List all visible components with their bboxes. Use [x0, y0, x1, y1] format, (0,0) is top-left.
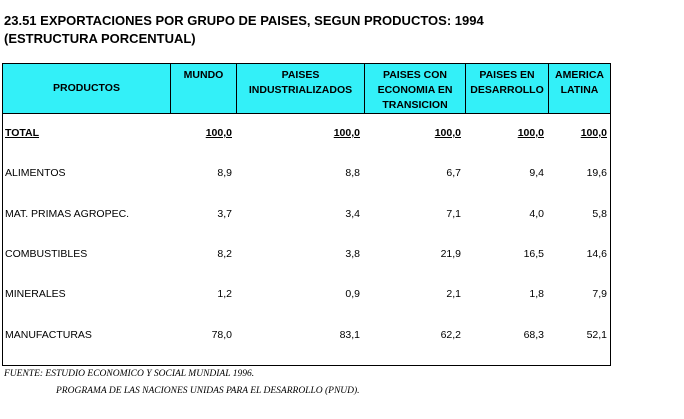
cell-value: 1,8 [529, 288, 544, 301]
cell-value: 8,2 [217, 247, 232, 260]
cell-value: 19,6 [586, 167, 607, 180]
cell-value: 100,0 [205, 127, 232, 139]
footnote: PROGRAMA DE LAS NACIONES UNIDAS PARA EL … [56, 386, 360, 396]
cell-value: 100,0 [517, 127, 544, 139]
cell-value: 9,4 [529, 167, 544, 180]
column-header: PAISES EN DESARROLLO [466, 64, 549, 114]
cell-value: 21,9 [440, 247, 461, 260]
row-label: TOTAL [5, 127, 40, 139]
footnote: FUENTE: ESTUDIO ECONOMICO Y SOCIAL MUNDI… [4, 369, 255, 379]
cell-value: 100,0 [333, 127, 360, 139]
cell-value: 83,1 [339, 328, 360, 341]
cell-value: 8,8 [345, 167, 360, 180]
cell-value: 3,7 [217, 207, 232, 220]
row-label: COMBUSTIBLES [5, 247, 88, 260]
column-header: PAISES CON ECONOMIA EN TRANSICION [365, 64, 466, 114]
cell-value: 78,0 [211, 328, 232, 341]
cell-value: 7,9 [592, 288, 607, 301]
table: PRODUCTOS MUNDO PAISES INDUSTRIALIZADOS PAI… [2, 63, 611, 366]
cell-value: 52,1 [586, 328, 607, 341]
cell-value: 0,9 [345, 288, 360, 301]
column-header: PRODUCTOS [3, 64, 171, 114]
row-label: MINERALES [5, 288, 66, 301]
cell-value: 7,1 [446, 207, 461, 220]
row-label: MAT. PRIMAS AGROPEC. [5, 207, 130, 220]
cell-value: 5,8 [592, 207, 607, 220]
cell-value: 14,6 [586, 247, 607, 260]
cell-value: 1,2 [217, 288, 232, 301]
column-header: AMERICA LATINA [549, 64, 610, 114]
cell-value: 16,5 [523, 247, 544, 260]
column-header: MUNDO [171, 64, 237, 114]
cell-value: 8,9 [217, 167, 232, 180]
cell-value: 3,8 [345, 247, 360, 260]
cell-value: 6,7 [446, 167, 461, 180]
cell-value: 100,0 [434, 127, 461, 139]
cell-value: 4,0 [529, 207, 544, 220]
cell-value: 68,3 [523, 328, 544, 341]
column-header: PAISES INDUSTRIALIZADOS [237, 64, 365, 114]
cell-value: 100,0 [580, 127, 607, 139]
row-label: ALIMENTOS [5, 167, 66, 180]
cell-value: 62,2 [440, 328, 461, 341]
row-label: MANUFACTURAS [5, 328, 92, 341]
title-line: (ESTRUCTURA PORCENTUAL) [4, 31, 196, 46]
cell-value: 2,1 [446, 288, 461, 301]
cell-value: 3,4 [345, 207, 360, 220]
title-line: 23.51 EXPORTACIONES POR GRUPO DE PAISES,… [4, 13, 484, 28]
